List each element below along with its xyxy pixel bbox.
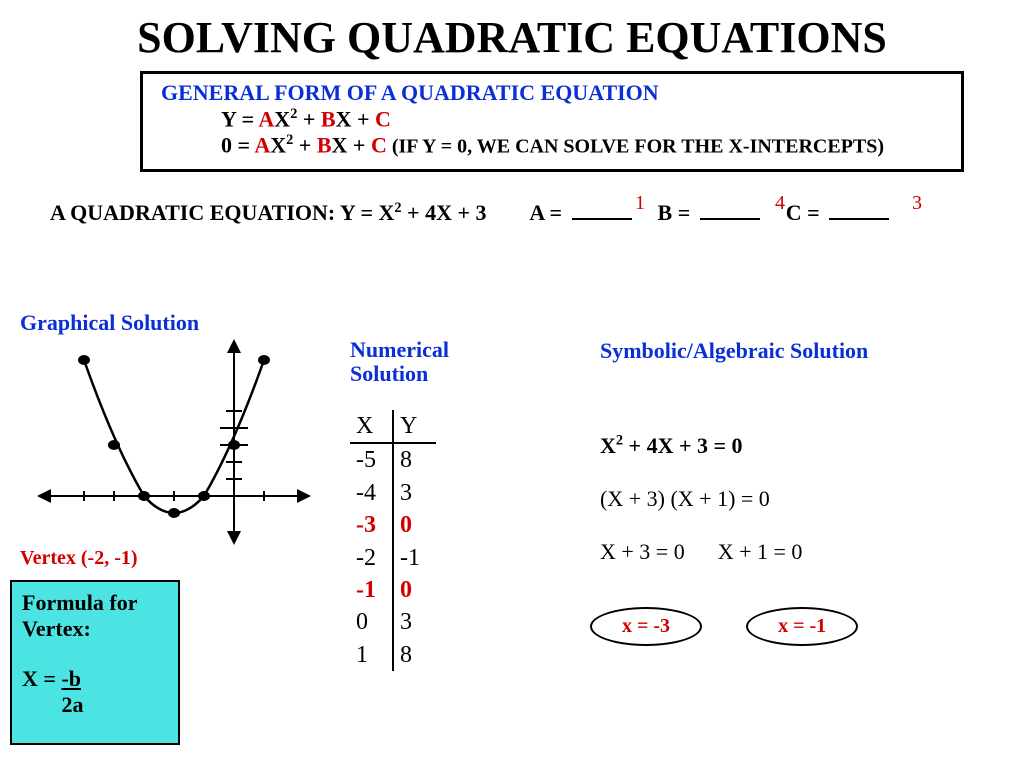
algebraic-steps: X2 + 4X + 3 = 0 (X + 3) (X + 1) = 0 X + … [600, 420, 802, 578]
table-row: -2-1 [350, 542, 436, 574]
table-row: 03 [350, 606, 436, 638]
parabola-graph [34, 338, 314, 548]
eq2-pre: 0 = [221, 133, 254, 158]
solution-ovals: x = -3 x = -1 [590, 607, 898, 646]
table-header: X [350, 410, 393, 443]
xy-table: XY-58-43-30-2-1-100318 [350, 410, 436, 671]
eq1-x: X [274, 106, 290, 131]
answer-b: 4 [775, 192, 785, 215]
eq2-suffix: (IF Y = 0, WE CAN SOLVE FOR THE X-INTERC… [387, 136, 884, 158]
coef-a: A [258, 106, 274, 131]
table-row: -43 [350, 477, 436, 509]
example-c-label: C = [786, 200, 820, 225]
symbolic-label: Symbolic/Algebraic Solution [600, 338, 868, 364]
blank-a [572, 196, 632, 220]
table-row: -10 [350, 574, 436, 606]
coef-b2: B [317, 133, 332, 158]
formula-body: X = -b X = 2a [22, 666, 168, 718]
formula-den: 2a [61, 692, 83, 717]
formula-title: Formula for Vertex: [22, 590, 168, 642]
table-header: Y [393, 410, 436, 443]
page-title: SOLVING QUADRATIC EQUATIONS [0, 0, 1024, 63]
vertex-label: Vertex (-2, -1) [20, 547, 138, 570]
coef-c2: C [371, 133, 387, 158]
example-equation: A QUADRATIC EQUATION: Y = X2 + 4X + 3 A … [50, 196, 1024, 226]
example-label: A QUADRATIC EQUATION: Y = X [50, 200, 394, 225]
formula-num: -b [61, 666, 81, 691]
blank-c [829, 196, 889, 220]
example-rest: + 4X + 3 [402, 200, 487, 225]
table-row: -30 [350, 509, 436, 541]
solution-1: x = -3 [590, 607, 702, 646]
example-a-label: A = [529, 200, 562, 225]
general-heading: GENERAL FORM OF A QUADRATIC EQUATION [161, 80, 943, 106]
example-b-label: B = [658, 200, 691, 225]
coef-a2: A [254, 133, 270, 158]
answer-c: 3 [912, 192, 922, 215]
solution-2: x = -1 [746, 607, 858, 646]
table-row: 18 [350, 639, 436, 671]
eq1-xplus: X + [336, 106, 375, 131]
coef-c: C [375, 106, 391, 131]
general-eq-2: 0 = AX2 + BX + C (IF Y = 0, WE CAN SOLVE… [221, 132, 943, 158]
general-form-box: GENERAL FORM OF A QUADRATIC EQUATION Y =… [140, 71, 964, 172]
alg-line-1: X2 + 4X + 3 = 0 [600, 420, 802, 473]
blank-b [700, 196, 760, 220]
table-row: -58 [350, 443, 436, 476]
eq1-pre: Y = [221, 106, 258, 131]
formula-lhs: X = [22, 666, 61, 691]
general-eq-1: Y = AX2 + BX + C [221, 106, 943, 132]
eq2-xplus: X + [332, 133, 371, 158]
alg-line-2: (X + 3) (X + 1) = 0 [600, 473, 802, 526]
numerical-label: Numerical Solution [350, 338, 490, 386]
answer-a: 1 [635, 192, 645, 215]
graphical-label: Graphical Solution [20, 310, 199, 336]
alg-line-3: X + 3 = 0 X + 1 = 0 [600, 526, 802, 579]
coef-b: B [321, 106, 336, 131]
vertex-formula-box: Formula for Vertex: X = -b X = 2a [10, 580, 180, 745]
eq2-x: X [270, 133, 286, 158]
